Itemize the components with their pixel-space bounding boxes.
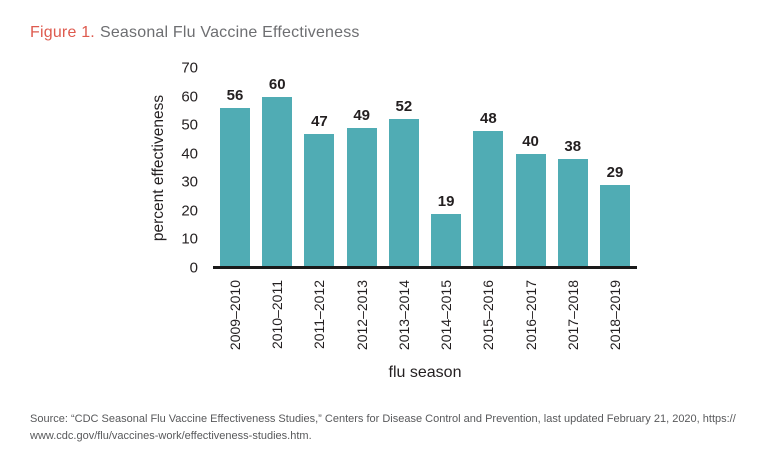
bar-2016–2017 [515,153,546,268]
bar-value-label: 52 [395,98,413,116]
y-tick-label: 20 [181,202,198,220]
figure-name: Seasonal Flu Vaccine Effectiveness [99,24,360,41]
x-tick-label: 2009–2010 [226,280,243,351]
figure-title: Figure 1. Seasonal Flu Vaccine Effectiven… [30,24,360,42]
y-axis-tick-labels: 0 10 20 30 40 50 60 70 [150,60,198,277]
bar-2012–2013 [346,128,377,268]
bar-value-label: 56 [226,87,244,104]
bar-2015–2016 [473,130,504,268]
bar-value-label: 60 [268,75,286,93]
x-axis-tick-labels: 2009–2010 2010–2011 2011–2012 2012–2013 2013… [213,280,637,370]
plot-area: 56 60 47 49 52 19 48 40 38 29 [213,68,637,268]
y-tick-label: 30 [181,173,198,191]
source-line-2: www.cdc.gov/flu/vaccines-work/effectiven… [30,429,312,442]
y-tick-label: 40 [181,145,198,163]
bar-2013–2014 [388,119,419,268]
x-tick-label: 2018–2019 [606,280,623,351]
source-citation: Source: “CDC Seasonal Flu Vaccine Effect… [30,411,750,444]
bar-2011–2012 [304,133,335,268]
bar-value-label: 29 [606,164,624,182]
y-tick-label: 60 [181,88,198,106]
x-tick-label: 2015–2016 [480,280,497,351]
bar-2017–2018 [557,159,588,268]
bar-2009–2010 [220,108,250,268]
x-axis-line [213,266,637,269]
y-tick-label: 50 [181,116,198,134]
source-line-1: Source: “CDC Seasonal Flu Vaccine Effect… [30,413,736,425]
y-tick-label: 0 [189,259,198,277]
x-tick-label: 2017–2018 [564,280,581,351]
bar-2018–2019 [600,185,630,268]
x-tick-label: 2012–2013 [353,280,370,351]
x-tick-label: 2013–2014 [395,280,412,351]
x-tick-label: 2011–2012 [311,280,328,350]
x-tick-label: 2014–2015 [438,280,455,351]
bar-2014–2015 [431,213,462,268]
bar-value-label: 49 [353,107,370,124]
bar-2010–2011 [262,96,293,268]
figure-number: Figure 1. [30,24,95,41]
bar-value-label: 19 [437,192,455,210]
bar-value-label: 40 [522,132,539,150]
x-axis-title: flu season [388,364,462,381]
y-tick-label: 10 [181,230,198,248]
bar-value-label: 47 [311,112,328,130]
x-tick-label: 2016–2017 [522,280,539,351]
bar-value-label: 38 [564,138,582,156]
y-tick-label: 70 [181,59,198,77]
bar-value-label: 48 [479,109,497,127]
bar-chart: percent effectiveness 0 10 20 30 40 50 60 70 56… [150,60,637,381]
x-tick-label: 2010–2011 [269,280,286,350]
